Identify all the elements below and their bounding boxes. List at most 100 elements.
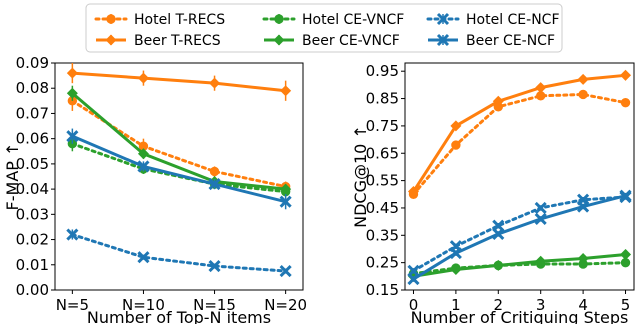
y-tick-label: 0.55 (366, 172, 399, 190)
series-hotel-ce-ncf (66, 228, 292, 278)
legend-label: Hotel T-RECS (134, 12, 225, 28)
y-tick-label: 0.65 (366, 144, 399, 162)
fmap-panel: 0.00 0.01 0.02 0.03 0.04 0.05 0.06 0.07 0.08 0.09… (3, 54, 307, 324)
data-point (208, 178, 221, 191)
data-point (208, 259, 221, 273)
data-point (450, 263, 462, 275)
y-tick-label: 0.35 (366, 226, 399, 244)
legend-swatch-marker (106, 14, 116, 24)
y-tick-label: 0.09 (16, 54, 49, 72)
x-tick-label: 0 (409, 296, 419, 314)
y-tick-label: 0.85 (366, 90, 399, 108)
series-line (411, 92, 628, 196)
legend-item-beer-t-recs: Beer T-RECS (96, 33, 221, 49)
series-line (412, 194, 626, 281)
legend-item-hotel-t-recs: Hotel T-RECS (94, 12, 225, 28)
data-point (407, 186, 419, 198)
data-point (279, 265, 292, 278)
legend-swatch-marker (273, 34, 285, 46)
legend-item-hotel-ce-ncf: Hotel CE-NCF (426, 12, 560, 28)
data-point (66, 228, 79, 241)
data-point (407, 272, 420, 286)
data-point (66, 67, 78, 79)
data-point (578, 89, 588, 100)
y-tick-label: 0.04 (16, 180, 49, 198)
data-point (577, 200, 590, 213)
data-point (66, 87, 78, 99)
data-point (620, 69, 632, 81)
plot-frame (404, 62, 635, 291)
legend: Hotel T-RECS Beer T-RECS Hotel CE-VNCF Beer… (85, 3, 563, 53)
data-point (534, 212, 547, 225)
data-point (137, 251, 150, 264)
series-line (413, 252, 626, 278)
series-beer-ce-ncf (407, 189, 632, 286)
series-beer-ce-ncf (66, 128, 292, 210)
legend-label: Hotel CE-NCF (466, 12, 560, 28)
data-point (137, 160, 150, 173)
series-line (71, 134, 287, 204)
x-tick-label: N=10 (122, 296, 165, 314)
data-point (451, 140, 461, 150)
data-point (577, 253, 589, 265)
data-point (492, 227, 505, 240)
y-tick-label: 0.25 (366, 254, 399, 272)
legend-swatch-marker (274, 14, 284, 24)
data-point (534, 201, 547, 215)
legend-item-beer-ce-ncf: Beer CE-NCF (428, 33, 555, 49)
series-line (72, 71, 286, 93)
legend-swatch-marker (436, 12, 450, 26)
series-line (71, 92, 286, 191)
series-beer-ce-vncf (66, 85, 292, 195)
data-point (137, 148, 149, 160)
x-tick-label: 5 (621, 296, 631, 314)
y-tick-label: 0.06 (16, 130, 49, 148)
data-point (577, 73, 589, 85)
x-tick-label: 1 (451, 296, 461, 314)
series-beer-t-recs (407, 69, 632, 198)
y-tick-label: 0.15 (366, 281, 399, 299)
data-point (619, 189, 632, 202)
data-point (535, 82, 547, 94)
data-point (280, 85, 292, 97)
data-point (450, 120, 462, 132)
data-point (492, 95, 504, 107)
y-tick-label: 0.03 (16, 205, 49, 223)
y-tick-label: 0.08 (16, 79, 49, 97)
x-tick-label: N=15 (193, 296, 236, 314)
data-point (280, 183, 292, 195)
data-point (137, 72, 149, 84)
data-point (620, 97, 631, 108)
data-point (449, 247, 462, 260)
y-axis-label: F-MAP ↑ (3, 143, 22, 211)
x-tick-label: 4 (578, 296, 588, 314)
data-point (66, 130, 79, 143)
ndcg-panel: 0.15 0.25 0.35 0.45 0.55 0.65 0.75 0.85 0.95 0 1 2 3… (351, 62, 635, 324)
series-line (411, 195, 628, 273)
data-point (535, 255, 547, 267)
legend-item-hotel-ce-vncf: Hotel CE-VNCF (262, 12, 404, 28)
data-point (492, 259, 504, 271)
legend-label: Hotel CE-VNCF (302, 12, 404, 28)
y-tick-label: 0.02 (16, 231, 49, 249)
y-tick-label: 0.45 (366, 199, 399, 217)
y-tick-label: 0.95 (366, 62, 399, 80)
x-tick-label: 3 (536, 296, 546, 314)
y-tick-label: 0.05 (16, 155, 49, 173)
y-tick-label: 0.75 (366, 117, 399, 135)
y-axis-label: NDCG@10 ↑ (351, 125, 370, 228)
legend-label: Beer T-RECS (134, 33, 221, 49)
x-tick-label: N=20 (264, 296, 307, 314)
legend-swatch-marker (436, 33, 450, 47)
data-point (209, 77, 221, 89)
series-line (412, 73, 626, 193)
plot-frame (54, 62, 304, 291)
x-axis-label: Number of Top-N items (87, 308, 271, 324)
data-point (620, 248, 632, 260)
data-point (209, 166, 220, 177)
y-tick-label: 0.07 (16, 104, 49, 122)
y-tick-label: 0.00 (16, 281, 49, 299)
x-tick-label: N=5 (56, 296, 89, 314)
legend-swatch-marker (105, 34, 117, 46)
